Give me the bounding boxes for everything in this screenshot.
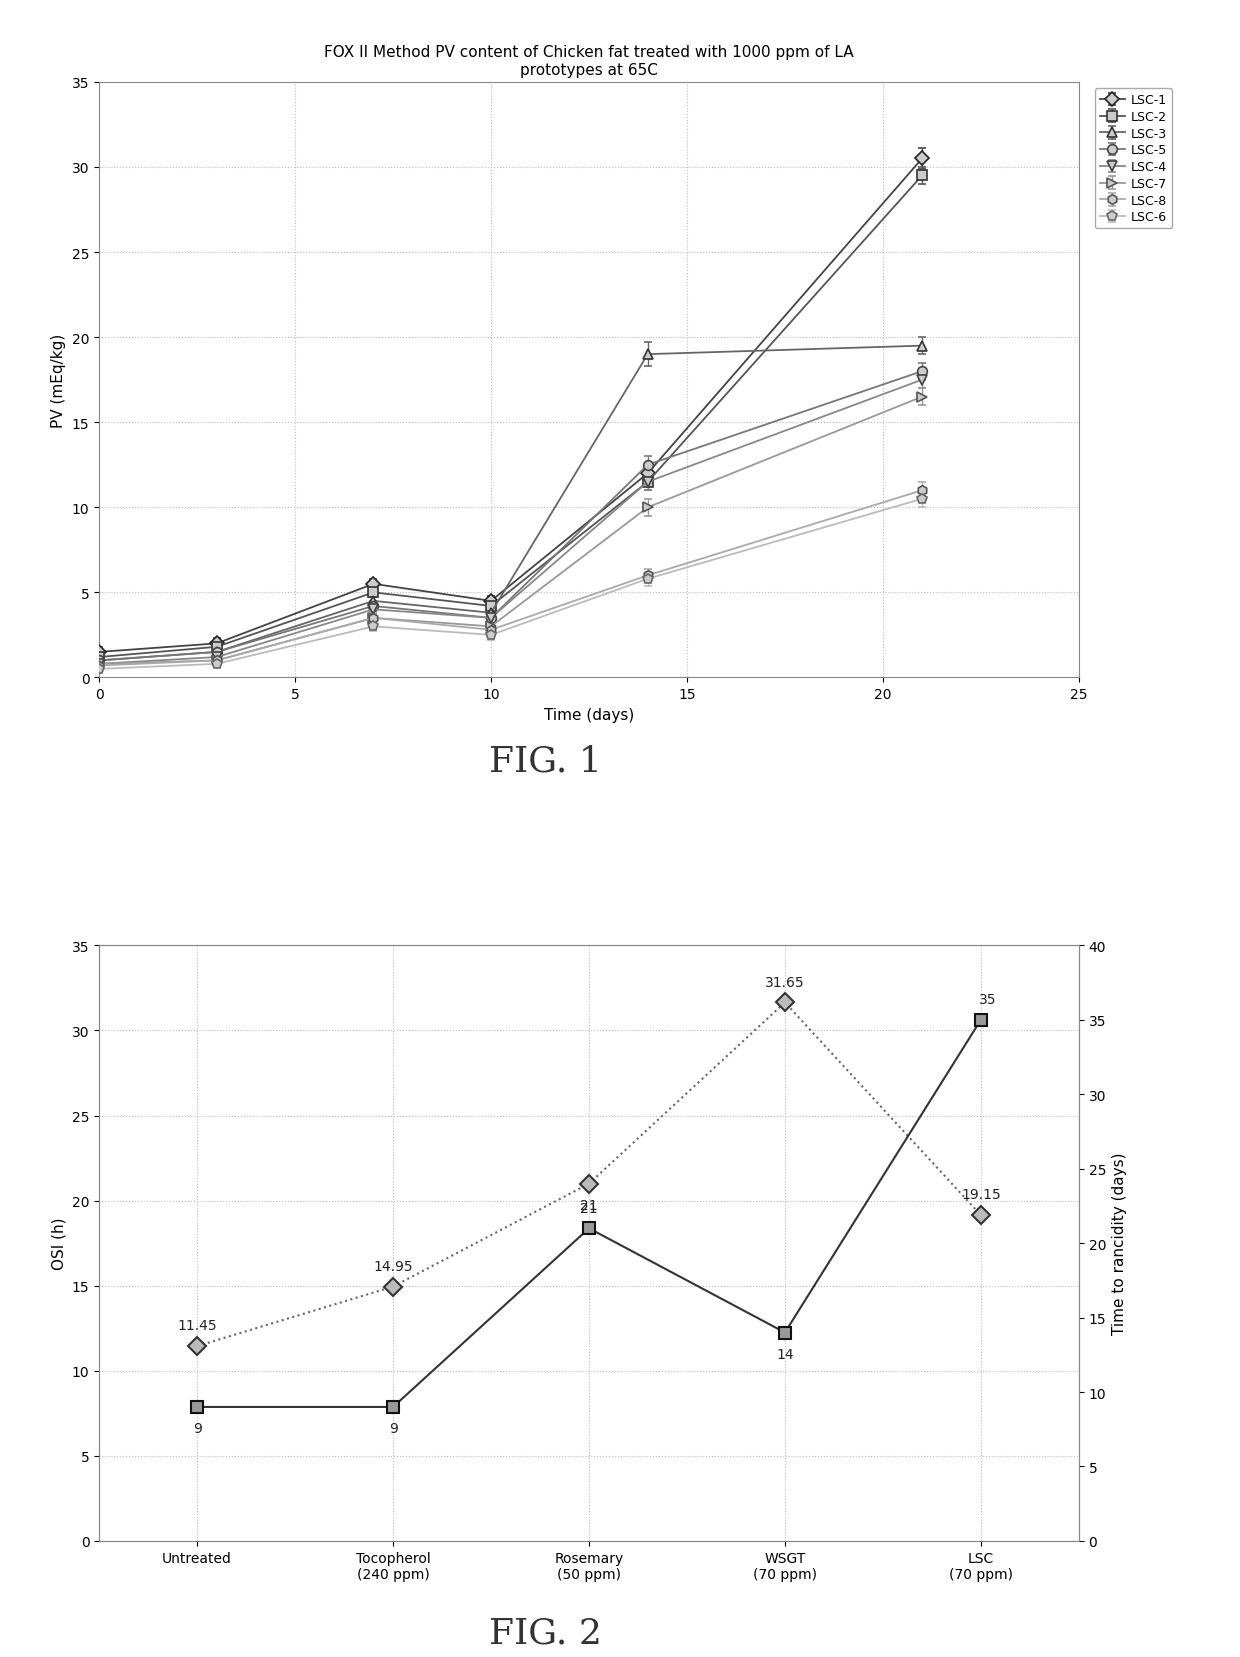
Text: 11.45: 11.45 (177, 1319, 217, 1332)
Text: 9: 9 (388, 1422, 398, 1435)
Y-axis label: Time to rancidity (days): Time to rancidity (days) (1112, 1152, 1127, 1334)
Text: 14: 14 (776, 1347, 794, 1360)
Y-axis label: PV (mEq/kg): PV (mEq/kg) (51, 333, 66, 428)
Text: 19.15: 19.15 (961, 1188, 1001, 1201)
Text: FIG. 1: FIG. 1 (489, 744, 603, 779)
Text: 9: 9 (192, 1422, 202, 1435)
Legend: LSC-1, LSC-2, LSC-3, LSC-5, LSC-4, LSC-7, LSC-8, LSC-6: LSC-1, LSC-2, LSC-3, LSC-5, LSC-4, LSC-7… (1095, 89, 1172, 229)
Text: 35: 35 (980, 993, 997, 1006)
Text: 21: 21 (580, 1198, 598, 1211)
Text: 31.65: 31.65 (765, 976, 805, 989)
Text: 21: 21 (580, 1201, 598, 1215)
Title: FOX II Method PV content of Chicken fat treated with 1000 ppm of LA
prototypes a: FOX II Method PV content of Chicken fat … (324, 45, 854, 78)
Y-axis label: OSI (h): OSI (h) (51, 1218, 66, 1269)
X-axis label: Time (days): Time (days) (544, 708, 634, 722)
Text: FIG. 2: FIG. 2 (489, 1616, 603, 1650)
Text: 14.95: 14.95 (373, 1259, 413, 1273)
